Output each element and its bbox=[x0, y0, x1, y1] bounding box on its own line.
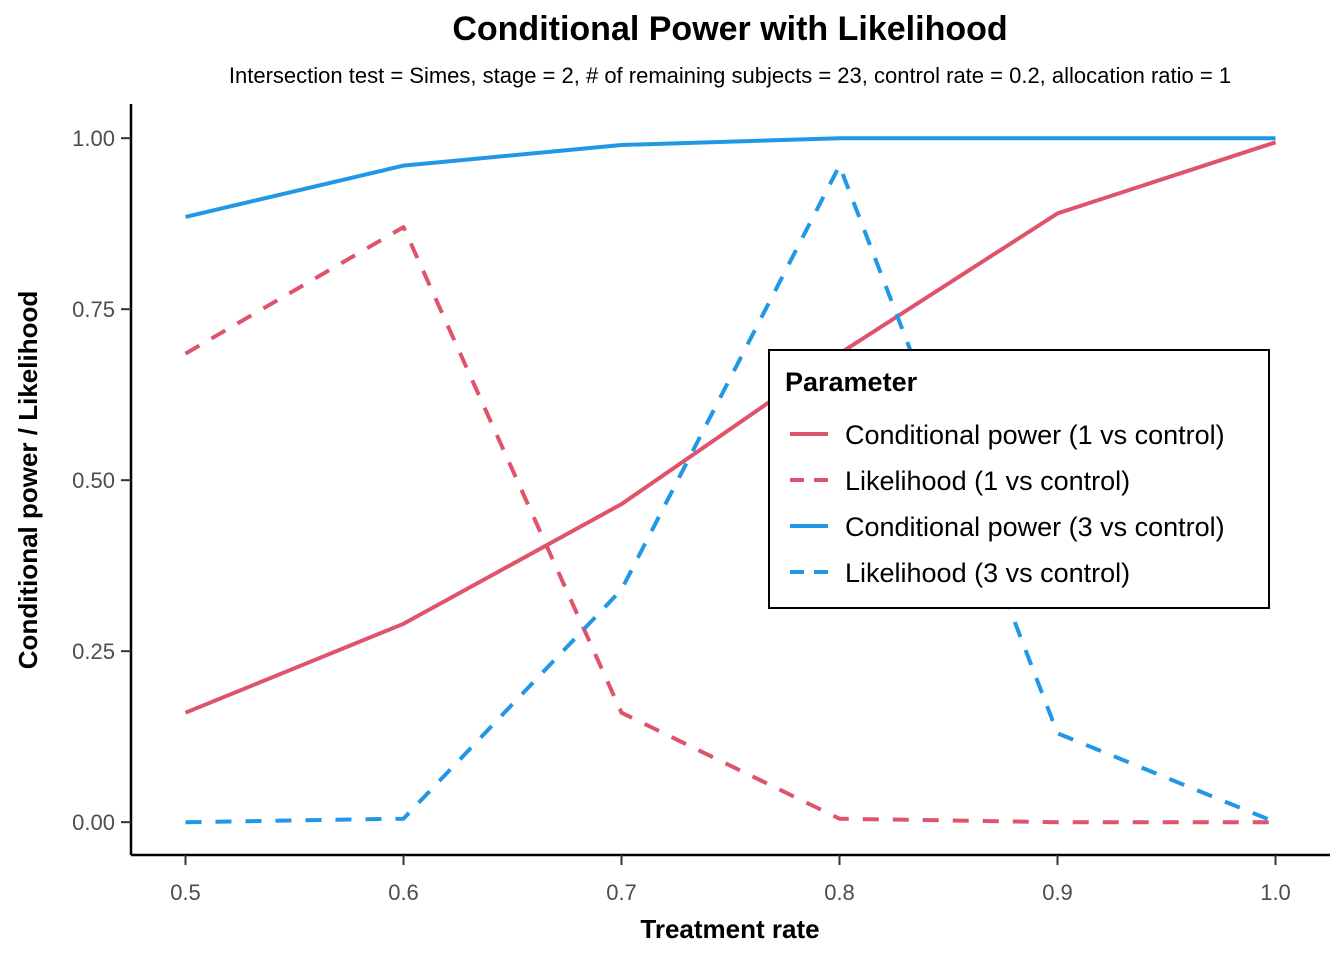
series-line-4 bbox=[185, 163, 1277, 825]
y-tick-label: 0.25 bbox=[72, 639, 115, 664]
x-tick-label: 0.5 bbox=[170, 880, 201, 905]
y-tick-label: 0.50 bbox=[72, 468, 115, 493]
legend: Parameter Conditional power (1 vs contro… bbox=[768, 349, 1270, 609]
y-axis-ticks: 0.00 0.25 0.50 0.75 1.00 bbox=[72, 126, 131, 835]
series-line-1 bbox=[184, 140, 1277, 715]
y-tick-label: 1.00 bbox=[72, 126, 115, 151]
x-tick-label: 0.9 bbox=[1042, 880, 1073, 905]
legend-label-4: Likelihood (3 vs control) bbox=[845, 558, 1130, 588]
legend-label-1: Conditional power (1 vs control) bbox=[845, 420, 1225, 450]
legend-label-2: Likelihood (1 vs control) bbox=[845, 466, 1130, 496]
x-tick-label: 0.8 bbox=[824, 880, 855, 905]
x-tick-label: 1.0 bbox=[1260, 880, 1291, 905]
chart-title: Conditional Power with Likelihood bbox=[452, 10, 1007, 48]
x-tick-label: 0.7 bbox=[606, 880, 637, 905]
series-line-3 bbox=[185, 136, 1276, 219]
legend-items: Conditional power (1 vs control) Likeliho… bbox=[790, 420, 1225, 588]
legend-title: Parameter bbox=[785, 367, 918, 397]
series-line-2 bbox=[184, 225, 1276, 825]
y-tick-label: 0.00 bbox=[72, 810, 115, 835]
y-axis-title: Conditional power / Likelihood bbox=[13, 291, 43, 669]
chart-subtitle: Intersection test = Simes, stage = 2, # … bbox=[229, 63, 1231, 88]
x-axis-ticks: 0.5 0.6 0.7 0.8 0.9 1.0 bbox=[170, 855, 1291, 905]
x-tick-label: 0.6 bbox=[388, 880, 419, 905]
series-lines bbox=[184, 136, 1277, 825]
y-tick-label: 0.75 bbox=[72, 297, 115, 322]
legend-label-3: Conditional power (3 vs control) bbox=[845, 512, 1225, 542]
legend-box bbox=[768, 349, 1270, 609]
x-axis-title: Treatment rate bbox=[640, 914, 819, 944]
